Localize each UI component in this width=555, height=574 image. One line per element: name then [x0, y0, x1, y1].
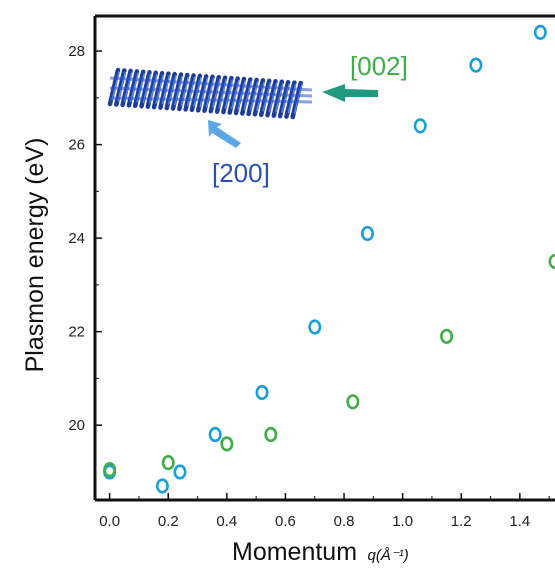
y-tick-label: 26	[68, 137, 85, 154]
data-point-series-2	[220, 436, 234, 452]
y-tick-label: 22	[68, 324, 85, 341]
data-point-series-2	[440, 328, 454, 344]
data-point-series-1	[360, 225, 374, 242]
x-tick-label: 1.2	[451, 513, 472, 530]
y-tick-label: 24	[68, 230, 85, 247]
y-tick-label: 28	[68, 43, 85, 60]
x-tick-label: 0.4	[216, 513, 237, 530]
data-point-series-1	[155, 478, 169, 494]
x-tick-label: 0.8	[334, 513, 355, 530]
data-point-series-1	[469, 57, 483, 73]
nanorod-band	[109, 76, 313, 92]
x-tick-label: 1.0	[392, 513, 413, 530]
x-tick-label: 0.6	[275, 513, 296, 530]
x-tick-label: 0.2	[158, 513, 179, 530]
y-tick-label: 20	[68, 417, 85, 434]
arrow-002	[322, 84, 378, 102]
data-point-series-2	[548, 253, 555, 270]
data-point-series-1	[308, 319, 322, 335]
arrow-200	[208, 120, 241, 148]
data-point-series-2	[103, 462, 117, 478]
data-point-series-1	[173, 464, 187, 480]
data-points	[103, 24, 555, 494]
data-point-series-1	[255, 384, 269, 401]
x-axis-ticks: 0.0 0.2 0.4 0.6 0.8 1.0 1.2 1.4	[99, 493, 550, 530]
annotation-002: [002]	[350, 51, 408, 81]
data-point-series-1	[208, 426, 222, 443]
nanorod-band	[109, 96, 313, 104]
data-point-series-2	[161, 454, 175, 471]
annotation-200: [200]	[212, 158, 270, 188]
plot-frame	[93, 14, 555, 502]
y-axis-label: Plasmon energy (eV)	[21, 138, 49, 373]
y-axis-ticks: 20 22 24 26 28	[68, 43, 102, 434]
data-point-series-2	[346, 394, 360, 410]
data-point-series-1	[413, 118, 427, 134]
data-point-series-2	[264, 426, 278, 443]
data-point-series-1	[533, 24, 547, 40]
nanorod-band	[109, 86, 313, 98]
nanorod-array-illustration	[107, 67, 313, 120]
x-tick-label: 1.4	[509, 513, 530, 530]
x-tick-label: 0.0	[99, 513, 120, 530]
x-axis-label: Momentum q(Å⁻¹)	[232, 538, 409, 566]
